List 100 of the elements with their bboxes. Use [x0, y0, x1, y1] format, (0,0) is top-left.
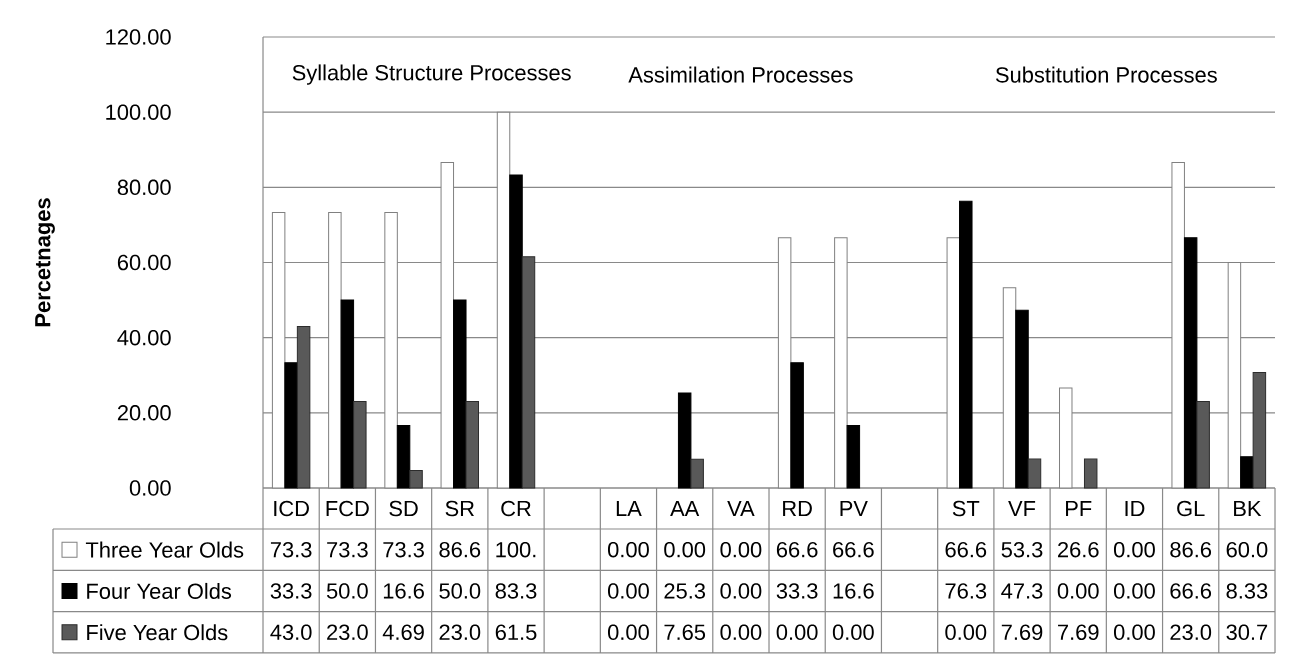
- y-tick-label: 80.00: [117, 179, 171, 196]
- data-label: 8.33: [1226, 583, 1268, 599]
- data-label: 43.0: [270, 624, 312, 641]
- data-label: 23.0: [1170, 624, 1212, 641]
- data-label: 73.3: [270, 541, 312, 558]
- x-tick-label: CR: [501, 500, 531, 517]
- y-axis-title: Percetnages: [35, 198, 55, 327]
- data-label: 4.69: [382, 624, 424, 641]
- bar: [1015, 309, 1029, 489]
- data-label: 0.00: [607, 541, 649, 558]
- x-tick-label: ID: [1125, 500, 1145, 517]
- data-label: 0.00: [720, 624, 762, 641]
- data-label: 53.3: [1001, 541, 1043, 558]
- x-tick-label: RD: [783, 500, 812, 517]
- data-label: 86.6: [1170, 541, 1212, 558]
- data-label: 33.3: [776, 583, 818, 599]
- x-tick-label: VF: [1008, 500, 1036, 517]
- x-tick-label: FCD: [326, 500, 369, 517]
- x-tick-label: ICD: [274, 500, 309, 517]
- bar: [959, 200, 973, 489]
- x-tick-label: PV: [840, 500, 868, 517]
- data-label: 66.6: [833, 541, 874, 558]
- bar: [284, 362, 298, 489]
- bar: [509, 174, 523, 489]
- y-tick-label: 100.00: [106, 104, 171, 120]
- annotation: Syllable Structure Processes: [292, 64, 571, 85]
- data-label: 0.00: [776, 624, 818, 641]
- legend-label: Five Year Olds: [87, 624, 228, 641]
- y-tick-label: 40.00: [117, 329, 171, 346]
- bar: [396, 425, 411, 489]
- annotation: Assimilation Processes: [628, 66, 853, 83]
- y-tick-label: 60.00: [117, 254, 171, 271]
- data-label: 83.3: [495, 583, 537, 599]
- x-tick-label: PF: [1066, 500, 1092, 517]
- bar: [1083, 458, 1098, 489]
- data-label: 50.0: [326, 583, 368, 599]
- y-tick-label: 20.00: [117, 405, 171, 421]
- x-tick-label: VA: [727, 500, 755, 517]
- x-tick-label: LA: [616, 500, 642, 517]
- data-label: 25.3: [664, 583, 706, 599]
- bar: [690, 458, 704, 489]
- data-label: 100.: [496, 541, 536, 558]
- bar: [846, 425, 861, 489]
- legend-label: Three Year Olds: [85, 541, 244, 558]
- data-label: 23.0: [439, 624, 481, 641]
- bar: [521, 256, 536, 489]
- bar: [1183, 237, 1198, 489]
- x-tick-label: SD: [389, 500, 418, 517]
- x-tick-label: SR: [445, 500, 474, 517]
- data-label: 73.3: [327, 541, 368, 558]
- data-label: 86.6: [439, 541, 481, 558]
- bar: [296, 325, 311, 489]
- data-label: 0.00: [607, 624, 649, 641]
- data-label: 7.69: [1058, 624, 1099, 641]
- data-label: 66.6: [945, 541, 987, 558]
- data-label: 0.00: [607, 583, 649, 599]
- legend-label: Four Year Olds: [87, 582, 232, 599]
- bar: [677, 392, 692, 489]
- y-tick-label: 120.00: [106, 29, 171, 45]
- data-label: 30.7: [1226, 624, 1268, 641]
- bar: [453, 299, 467, 489]
- annotation: Substitution Processes: [995, 66, 1217, 83]
- data-label: 23.0: [327, 624, 368, 641]
- data-label: 73.3: [383, 541, 424, 558]
- data-label: 0.00: [664, 541, 706, 558]
- bar: [1196, 401, 1210, 489]
- data-label: 0.00: [1113, 541, 1155, 558]
- x-tick-label: ST: [952, 500, 980, 517]
- bar: [409, 469, 423, 489]
- x-tick-label: AA: [670, 500, 700, 517]
- data-label: 66.6: [1170, 583, 1212, 599]
- data-label: 7.65: [664, 624, 706, 641]
- data-label: 0.00: [1113, 583, 1155, 599]
- data-label: 0.00: [1057, 583, 1099, 599]
- bar: [465, 401, 480, 489]
- data-label: 50.0: [439, 583, 481, 599]
- data-label: 0.00: [720, 541, 762, 558]
- data-label: 16.6: [833, 583, 874, 599]
- bar: [353, 401, 367, 489]
- bar: [340, 299, 355, 489]
- data-label: 26.6: [1058, 541, 1099, 558]
- bar: [1240, 456, 1254, 489]
- y-tick-label: 0.00: [129, 480, 171, 496]
- bar: [1252, 372, 1267, 489]
- data-label: 16.6: [383, 583, 424, 599]
- data-label: 0.00: [1113, 624, 1155, 641]
- data-label: 66.6: [776, 541, 818, 558]
- bar: [1027, 458, 1042, 489]
- data-label: 0.00: [720, 583, 762, 599]
- data-label: 47.3: [1001, 583, 1043, 599]
- data-label: 33.3: [270, 583, 312, 599]
- data-label: 0.00: [945, 624, 987, 641]
- data-label: 0.00: [832, 624, 874, 641]
- x-tick-label: BK: [1234, 500, 1262, 517]
- data-label: 76.3: [945, 583, 987, 599]
- x-tick-label: GL: [1177, 500, 1205, 517]
- data-label: 61.5: [495, 624, 537, 641]
- data-label: 7.69: [1001, 624, 1043, 641]
- data-label: 60.0: [1226, 541, 1268, 558]
- bar: [790, 362, 804, 489]
